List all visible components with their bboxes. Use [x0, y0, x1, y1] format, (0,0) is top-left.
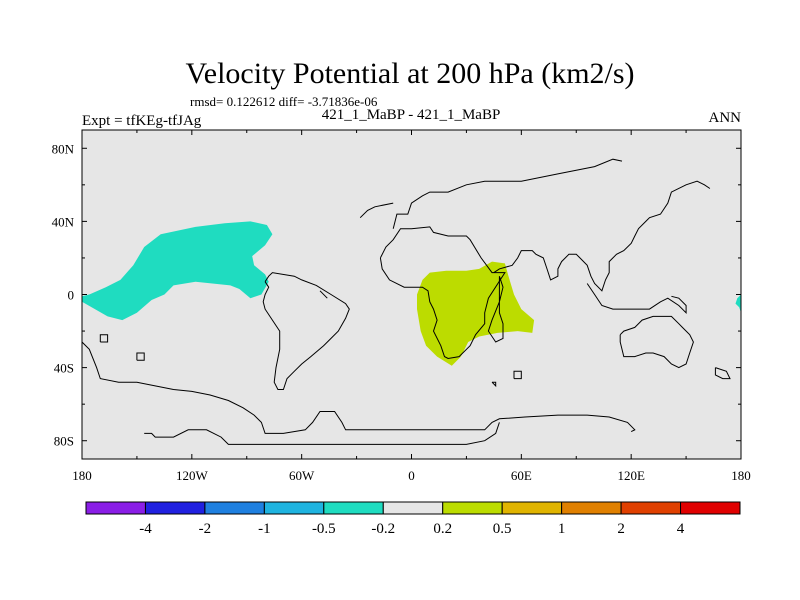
x-tick-label: 60W — [289, 468, 315, 483]
axis-ticks: 180 120W 60W 0 60E 120E 180 80N 40N 0 40S 80S — [52, 130, 751, 483]
x-tick-label: 180 — [731, 468, 751, 483]
colorbar-swatch — [620, 501, 682, 515]
coastline-3 — [144, 422, 500, 445]
colorbar-swatch — [561, 501, 622, 515]
contour-region-1 — [735, 294, 741, 313]
colorbar-swatch — [442, 501, 503, 515]
colorbar-label: 2 — [617, 521, 625, 537]
colorbar-label: 0.5 — [493, 521, 512, 537]
coastline-7 — [359, 202, 394, 219]
colorbar-swatch — [263, 501, 325, 515]
colorbar-swatch — [382, 501, 444, 515]
colorbar-label: -1 — [258, 521, 271, 537]
contour-region-2 — [417, 261, 535, 366]
x-tick-label: 60E — [511, 468, 532, 483]
coastline-5 — [379, 226, 506, 360]
y-tick-label: 80S — [54, 434, 74, 449]
y-tick-label: 40S — [54, 361, 74, 376]
coastline-9 — [493, 180, 711, 292]
coastline-4 — [262, 272, 350, 390]
stats-label: rmsd= 0.122612 diff= -3.71836e-06 — [190, 94, 378, 109]
colorbar-swatch — [323, 501, 384, 515]
colorbar-label: 1 — [558, 521, 566, 537]
coastline-0 — [99, 334, 109, 343]
colorbar-swatch — [501, 501, 563, 515]
coastline-8 — [319, 290, 328, 299]
coastline-13 — [714, 367, 731, 380]
x-tick-label: 120W — [176, 468, 209, 483]
colorbar-label: 4 — [677, 521, 685, 537]
experiment-label: Expt = tfKEg-tfJAg — [82, 113, 202, 129]
map-background — [82, 130, 741, 459]
y-tick-label: 80N — [52, 141, 75, 156]
coastline-11 — [586, 283, 687, 315]
season-label: ANN — [709, 110, 742, 126]
contour-region-0 — [82, 221, 273, 321]
coastline-10 — [487, 276, 504, 343]
x-tick-label: 180 — [72, 468, 92, 483]
coastline-14 — [513, 370, 522, 380]
chart-title: Velocity Potential at 200 hPa (km2/s) — [185, 57, 634, 90]
coastline-15 — [491, 381, 497, 388]
colorbar-label: -4 — [139, 521, 152, 537]
colorbar: -4 -2 -1 -0.5 -0.2 0.2 0.5 1 2 4 — [85, 501, 741, 537]
y-tick-label: 0 — [68, 288, 75, 303]
coastline-1 — [136, 352, 145, 361]
coastline-2 — [82, 341, 636, 434]
y-tick-label: 40N — [52, 214, 75, 229]
case-label: 421_1_MaBP - 421_1_MaBP — [322, 107, 501, 123]
x-tick-label: 0 — [408, 468, 415, 483]
x-tick-label: 120E — [617, 468, 645, 483]
map-content — [82, 158, 741, 445]
colorbar-label: -2 — [199, 521, 212, 537]
colorbar-label: 0.2 — [433, 521, 452, 537]
colorbar-label: -0.5 — [312, 521, 336, 537]
coastline-6 — [392, 158, 623, 229]
coastline-12 — [619, 315, 694, 369]
colorbar-swatch — [680, 501, 741, 515]
colorbar-label: -0.2 — [371, 521, 395, 537]
colorbar-swatch — [204, 501, 265, 515]
colorbar-swatch — [144, 501, 206, 515]
colorbar-swatch — [85, 501, 146, 515]
